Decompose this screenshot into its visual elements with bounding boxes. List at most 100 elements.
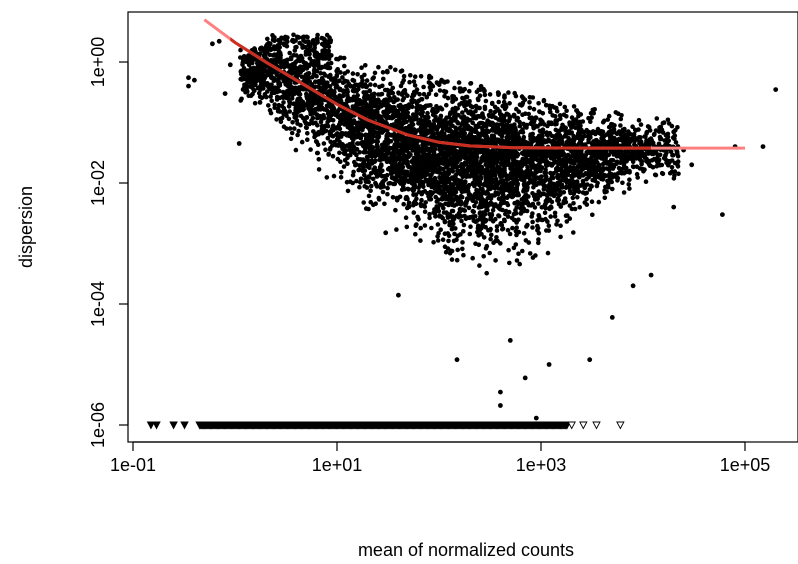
data-point [539,174,544,179]
data-point [348,152,353,158]
data-point [544,102,549,108]
data-point [588,119,593,124]
data-point [553,127,559,133]
data-point [298,113,304,119]
data-point [486,129,492,134]
data-point [616,130,622,136]
data-point [286,92,291,98]
data-point [338,121,344,126]
data-point [540,158,545,164]
data-point [354,178,359,184]
data-point [482,106,488,112]
data-point [386,114,392,120]
data-point [449,257,455,262]
data-point [458,202,464,207]
data-point [299,139,305,145]
data-point [395,110,401,116]
data-point [589,155,594,160]
data-point [481,253,487,259]
data-point [569,115,575,120]
data-point [443,249,449,255]
data-point [366,193,372,199]
data-point [415,128,421,133]
data-point [436,156,441,161]
data-point [281,95,286,101]
data-point [414,222,419,227]
data-point [588,172,594,178]
data-point [506,90,511,95]
data-point [467,168,473,173]
data-point [666,160,672,166]
data-point [457,183,463,188]
data-point [399,68,405,73]
data-point [386,90,392,96]
data-point [481,190,486,196]
data-point [465,215,471,220]
data-point [287,109,293,114]
data-point [524,200,529,206]
data-point [277,83,283,88]
data-point [498,221,504,226]
data-point [488,226,493,232]
data-point [338,114,344,120]
data-point [380,70,386,75]
data-point [561,152,567,157]
data-point [507,231,513,237]
data-point [310,115,316,121]
data-point [422,223,428,228]
data-point [277,109,283,114]
data-point [323,107,329,112]
data-point [380,189,386,195]
data-point [355,156,361,162]
data-point [657,163,662,168]
data-point [510,225,515,231]
data-point [421,149,427,154]
data-point [336,142,341,148]
data-point [309,110,314,115]
data-point [375,104,380,110]
data-point [531,106,537,112]
data-point [597,129,603,134]
data-point [577,205,582,210]
data-point [571,104,577,109]
data-point [326,151,332,157]
data-point [468,81,474,86]
data-point [270,85,275,91]
data-point [632,127,638,133]
data-point [423,200,429,205]
data-point [462,213,467,219]
data-point [355,93,361,98]
data-point [433,214,438,219]
data-point [539,217,544,223]
data-point [536,165,542,170]
data-point [564,108,569,114]
data-point [557,189,563,195]
data-point [546,223,552,228]
data-point [586,137,591,143]
data-point [522,123,527,128]
data-point [548,109,553,115]
data-point [540,133,545,138]
data-point [627,177,632,182]
data-point [413,112,419,117]
data-point [369,107,374,113]
data-point [503,162,509,168]
data-point [272,105,278,110]
data-point [531,135,536,141]
data-point [450,184,456,189]
data-point [380,182,386,187]
data-point [466,174,471,179]
data-point [583,142,588,147]
data-point [452,231,457,237]
data-point [378,153,383,159]
data-point [521,187,527,192]
data-point [426,154,431,160]
data-point [502,218,507,224]
data-point [425,128,431,133]
data-point [331,105,336,110]
data-point [427,211,432,217]
data-point [383,155,389,160]
data-point [429,126,435,131]
data-point [442,231,448,236]
data-point [284,113,289,119]
